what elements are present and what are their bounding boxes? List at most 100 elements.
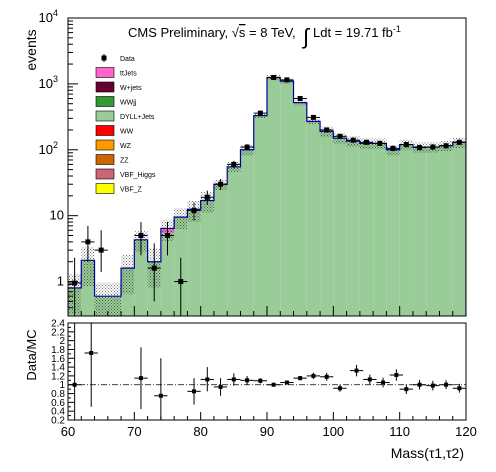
ratio-point-marker xyxy=(457,386,462,391)
data-point xyxy=(160,222,175,256)
mc-bin-dy xyxy=(386,149,400,316)
data-point-marker xyxy=(390,145,396,151)
data-point xyxy=(227,160,241,169)
ratio-y-tick-label: 1.8 xyxy=(51,345,65,356)
legend-label: WW xyxy=(120,129,134,136)
legend-entry: VBF_Z xyxy=(95,183,143,194)
data-point-marker xyxy=(364,139,369,145)
data-point-marker xyxy=(257,110,263,116)
ratio-point-marker xyxy=(231,377,236,382)
data-point-marker xyxy=(138,232,144,238)
ratio-point xyxy=(412,379,427,390)
data-point-marker xyxy=(178,279,184,285)
ratio-point xyxy=(363,374,377,385)
legend-label: ZZ xyxy=(120,158,129,165)
mc-bin-dy xyxy=(253,115,267,316)
data-point-marker xyxy=(417,145,423,151)
mc-bin-dy xyxy=(439,145,453,316)
main-y-tick-base: 10 xyxy=(39,142,53,157)
main-y-tick-base: 10 xyxy=(50,208,64,223)
ratio-point xyxy=(200,367,214,392)
ratio-point xyxy=(426,380,440,391)
ratio-point xyxy=(213,378,228,396)
legend-entry: ZZ xyxy=(95,154,129,165)
legend-label: VBF_Higgs xyxy=(120,172,156,179)
mc-bin-dy xyxy=(280,81,294,316)
ratio-y-tick-label: 0.8 xyxy=(51,389,65,400)
data-point-marker xyxy=(244,144,250,150)
header-lumi: Ldt = 19.71 fb xyxy=(313,25,393,40)
legend-entry: DYLL+Jets xyxy=(95,110,155,122)
main-y-tick-label: 1 xyxy=(57,274,64,289)
ratio-point-marker xyxy=(394,373,399,378)
main-y-tick-label: 10 xyxy=(50,208,64,223)
data-point-marker xyxy=(218,181,224,187)
legend-entry: W+jets xyxy=(95,81,142,93)
legend-swatch xyxy=(95,96,115,107)
data-point-marker xyxy=(430,144,436,150)
header-energy: = 8 TeV, xyxy=(245,25,295,40)
ratio-point-marker xyxy=(192,389,197,394)
ratio-panel: 0.20.40.60.811.21.41.61.822.22.4 60 70 80 9… xyxy=(24,319,477,462)
legend-label: WWjj xyxy=(120,100,137,107)
legend-data-marker xyxy=(101,55,107,61)
legend: Data ttJets W+jets WWjj DYLL+Jets WW WZ ZZ VBF_H… xyxy=(95,54,156,194)
data-point-marker xyxy=(85,239,91,245)
legend-entry: WZ xyxy=(95,139,132,151)
legend-entry: VBF_Higgs xyxy=(95,168,156,180)
header-sqrt: √ xyxy=(232,25,240,40)
x-axis-label: Mass(τ1,τ2) xyxy=(391,445,464,461)
header-s: s xyxy=(239,25,246,40)
ratio-x-tick-label: 80 xyxy=(193,424,207,439)
data-point-marker xyxy=(324,127,330,133)
data-point xyxy=(426,144,440,150)
ratio-point-marker xyxy=(404,387,409,392)
ratio-point-marker xyxy=(158,393,163,398)
ratio-y-tick-label: 0.6 xyxy=(51,398,65,409)
data-point xyxy=(253,110,267,116)
main-y-tick-base: 1 xyxy=(57,274,64,289)
ratio-point-marker xyxy=(298,376,303,381)
data-point-marker xyxy=(271,75,277,81)
data-point xyxy=(346,137,360,143)
ratio-x-tick-label: 110 xyxy=(389,424,410,439)
ratio-x-axis: 60 70 80 90 100 110 120 xyxy=(61,412,477,439)
ratio-y-axis: 0.20.40.60.811.21.41.61.822.22.4 xyxy=(51,319,74,427)
data-point xyxy=(293,96,307,102)
data-point-marker xyxy=(284,77,290,83)
ratio-point xyxy=(280,380,294,385)
data-point-marker xyxy=(297,96,303,102)
legend-swatch xyxy=(95,125,115,136)
data-point-marker xyxy=(337,133,343,139)
ratio-y-tick-label: 2.4 xyxy=(51,319,65,330)
data-point xyxy=(213,179,228,191)
mc-bin-dy xyxy=(426,147,440,316)
legend-entry: Data xyxy=(101,54,135,63)
ratio-point-marker xyxy=(284,380,289,385)
data-point xyxy=(200,190,214,206)
data-point xyxy=(147,243,161,302)
legend-swatch xyxy=(95,183,115,194)
legend-swatch xyxy=(95,168,115,180)
data-point-marker xyxy=(350,137,356,143)
data-point xyxy=(333,133,347,139)
header-experiment: CMS Preliminary, xyxy=(128,25,232,40)
ratio-y-tick-label: 2 xyxy=(59,336,65,347)
data-point-marker xyxy=(165,232,170,238)
ratio-y-tick-label: 1.4 xyxy=(51,363,65,374)
ratio-x-tick-label: 70 xyxy=(127,424,141,439)
ratio-point-marker xyxy=(218,384,223,389)
ratio-point-marker xyxy=(354,368,359,373)
mc-bin-uncertainty xyxy=(107,282,122,316)
mc-bin-uncertainty xyxy=(81,246,95,287)
mc-bin-uncertainty xyxy=(94,282,108,316)
ratio-points xyxy=(68,323,466,420)
ratio-point-marker xyxy=(337,386,342,391)
data-point xyxy=(386,145,400,152)
ratio-point xyxy=(134,347,148,409)
ratio-point-marker xyxy=(381,380,386,385)
ratio-point xyxy=(84,323,98,407)
legend-label: ttJets xyxy=(120,71,137,78)
mc-bin-dy xyxy=(333,138,347,316)
